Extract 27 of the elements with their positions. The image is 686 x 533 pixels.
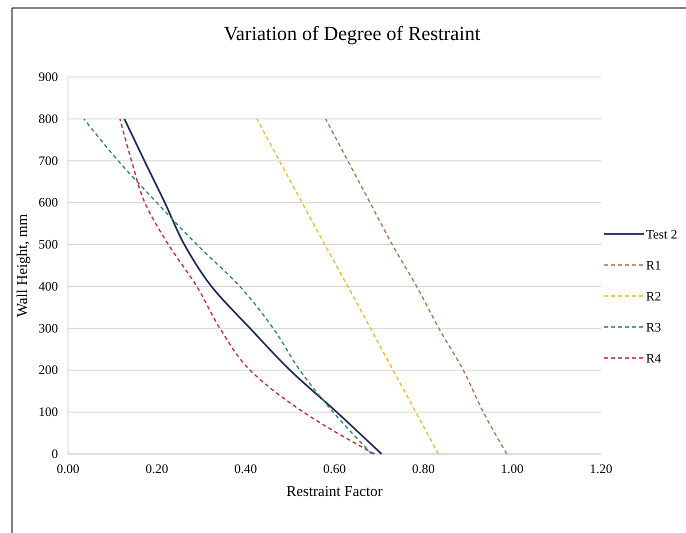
x-tick-label: 1.20 — [590, 461, 612, 476]
x-tick-label: 0.40 — [234, 461, 258, 476]
x-tick-label: 0.80 — [412, 461, 435, 476]
y-tick-label: 700 — [38, 152, 58, 168]
line-series — [324, 118, 508, 455]
y-tick-label: 900 — [38, 69, 58, 84]
chart-title: Variation of Degree of Restraint — [224, 23, 481, 45]
y-tick-label: 500 — [38, 236, 58, 252]
legend-label: Test 2 — [646, 226, 678, 242]
y-axis-title: Wall Height, mm — [15, 213, 31, 318]
y-tick-label: 800 — [38, 110, 58, 126]
y-tick-label: 0 — [52, 446, 58, 461]
x-axis-title: Restraint Factor — [286, 484, 383, 500]
y-tick-label: 100 — [38, 404, 58, 420]
x-tick-label: 0.00 — [56, 461, 80, 476]
legend-label: R1 — [646, 258, 662, 272]
x-tick-label: 0.60 — [323, 461, 346, 476]
line-series — [256, 118, 440, 455]
x-tick-label: 1.00 — [500, 461, 524, 476]
y-tick-label: 400 — [38, 278, 58, 294]
y-tick-label: 300 — [38, 320, 58, 336]
legend-label: R3 — [646, 320, 662, 334]
y-tick-label: 600 — [38, 194, 58, 210]
y-tick-label: 200 — [38, 362, 58, 378]
x-tick-label: 0.20 — [145, 461, 168, 476]
legend-label: R4 — [646, 350, 662, 366]
legend-label: R2 — [646, 288, 662, 304]
